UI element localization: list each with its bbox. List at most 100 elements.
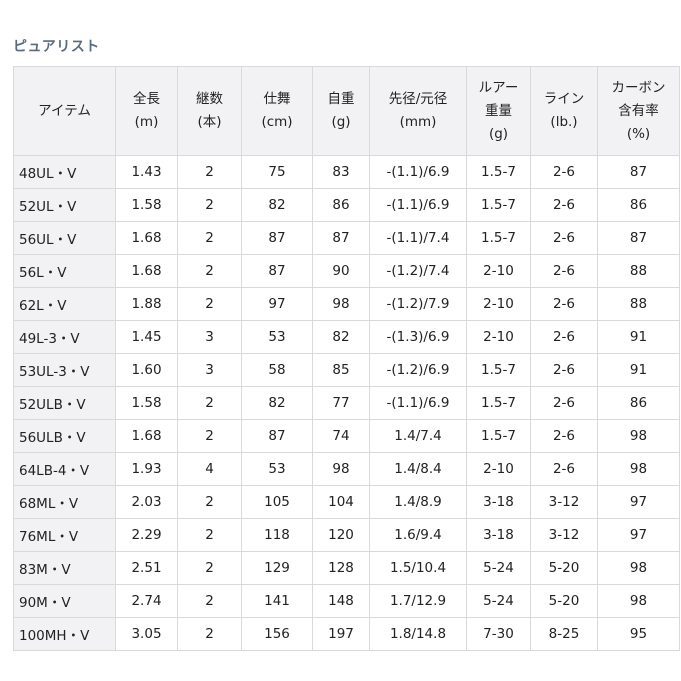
- cell-lure-weight: 1.5-7: [466, 386, 531, 420]
- header-line: (cm): [261, 114, 293, 130]
- cell-sections: 2: [177, 188, 242, 222]
- cell-closed-length: 53: [241, 452, 313, 486]
- cell-closed-length: 75: [241, 155, 313, 189]
- cell-carbon-content: 86: [597, 386, 680, 420]
- header-line: (mm): [399, 114, 437, 130]
- cell-length: 1.45: [115, 320, 178, 354]
- cell-tip-butt-diameter: -(1.1)/7.4: [369, 221, 467, 255]
- cell-lure-weight: 1.5-7: [466, 221, 531, 255]
- cell-item: 53UL-3・V: [13, 353, 116, 387]
- cell-line: 5-20: [530, 584, 598, 618]
- table-row: 56ULB・V 1.68 2 87 74 1.4/7.4 1.5-7 2-6 98: [13, 419, 680, 453]
- cell-length: 1.58: [115, 188, 178, 222]
- cell-lure-weight: 1.5-7: [466, 155, 531, 189]
- cell-tip-butt-diameter: -(1.1)/6.9: [369, 386, 467, 420]
- cell-weight: 83: [312, 155, 370, 189]
- cell-item: 52UL・V: [13, 188, 116, 222]
- cell-weight: 197: [312, 617, 370, 651]
- table-row: 56UL・V 1.68 2 87 87 -(1.1)/7.4 1.5-7 2-6 87: [13, 221, 680, 255]
- cell-sections: 2: [177, 584, 242, 618]
- cell-item: 56L・V: [13, 254, 116, 288]
- cell-closed-length: 87: [241, 254, 313, 288]
- header-line: (g): [488, 125, 509, 142]
- cell-item: 76ML・V: [13, 518, 116, 552]
- cell-lure-weight: 1.5-7: [466, 353, 531, 387]
- header-carbon-content: カーボン 含有率 (%): [597, 66, 680, 156]
- table-row: 52UL・V 1.58 2 82 86 -(1.1)/6.9 1.5-7 2-6 86: [13, 188, 680, 222]
- cell-line: 2-6: [530, 221, 598, 255]
- cell-closed-length: 156: [241, 617, 313, 651]
- cell-line: 2-6: [530, 254, 598, 288]
- header-line: (本): [197, 114, 222, 130]
- cell-line: 2-6: [530, 353, 598, 387]
- cell-sections: 2: [177, 221, 242, 255]
- cell-lure-weight: 3-18: [466, 485, 531, 519]
- cell-item: 83M・V: [13, 551, 116, 585]
- cell-closed-length: 87: [241, 419, 313, 453]
- cell-sections: 3: [177, 320, 242, 354]
- table-row: 100MH・V 3.05 2 156 197 1.8/14.8 7-30 8-25 95: [13, 617, 680, 651]
- section-title: ピュアリスト: [13, 39, 100, 55]
- cell-carbon-content: 98: [597, 419, 680, 453]
- cell-tip-butt-diameter: -(1.3)/6.9: [369, 320, 467, 354]
- header-line: ライン: [543, 91, 585, 107]
- cell-line: 2-6: [530, 287, 598, 321]
- cell-tip-butt-diameter: 1.5/10.4: [369, 551, 467, 585]
- cell-carbon-content: 98: [597, 584, 680, 618]
- table-row: 68ML・V 2.03 2 105 104 1.4/8.9 3-18 3-12 97: [13, 485, 680, 519]
- cell-closed-length: 141: [241, 584, 313, 618]
- cell-sections: 4: [177, 452, 242, 486]
- cell-weight: 85: [312, 353, 370, 387]
- cell-lure-weight: 2-10: [466, 320, 531, 354]
- cell-closed-length: 105: [241, 485, 313, 519]
- cell-item: 100MH・V: [13, 617, 116, 651]
- cell-length: 1.88: [115, 287, 178, 321]
- header-tip-butt-diameter: 先径/元径 (mm): [369, 66, 467, 156]
- header-length: 全長 (m): [115, 66, 178, 156]
- cell-weight: 120: [312, 518, 370, 552]
- cell-sections: 2: [177, 419, 242, 453]
- header-line: 全長: [133, 91, 160, 107]
- header-item: アイテム: [13, 66, 116, 156]
- cell-carbon-content: 97: [597, 485, 680, 519]
- cell-tip-butt-diameter: 1.7/12.9: [369, 584, 467, 618]
- cell-sections: 2: [177, 551, 242, 585]
- table-row: 52ULB・V 1.58 2 82 77 -(1.1)/6.9 1.5-7 2-6 86: [13, 386, 680, 420]
- cell-length: 1.60: [115, 353, 178, 387]
- cell-carbon-content: 97: [597, 518, 680, 552]
- cell-length: 1.93: [115, 452, 178, 486]
- cell-length: 2.51: [115, 551, 178, 585]
- cell-carbon-content: 88: [597, 254, 680, 288]
- cell-closed-length: 118: [241, 518, 313, 552]
- table-row: 76ML・V 2.29 2 118 120 1.6/9.4 3-18 3-12 97: [13, 518, 680, 552]
- cell-carbon-content: 98: [597, 551, 680, 585]
- cell-item: 68ML・V: [13, 485, 116, 519]
- table-row: 53UL-3・V 1.60 3 58 85 -(1.2)/6.9 1.5-7 2-6 91: [13, 353, 680, 387]
- header-line: 重量: [485, 102, 512, 119]
- cell-closed-length: 129: [241, 551, 313, 585]
- cell-tip-butt-diameter: -(1.2)/7.9: [369, 287, 467, 321]
- cell-carbon-content: 87: [597, 155, 680, 189]
- cell-closed-length: 97: [241, 287, 313, 321]
- cell-line: 3-12: [530, 518, 598, 552]
- cell-lure-weight: 1.5-7: [466, 419, 531, 453]
- cell-item: 64LB-4・V: [13, 452, 116, 486]
- header-line: ルアー: [478, 79, 519, 96]
- cell-carbon-content: 95: [597, 617, 680, 651]
- cell-length: 3.05: [115, 617, 178, 651]
- cell-line: 2-6: [530, 386, 598, 420]
- cell-item: 56ULB・V: [13, 419, 116, 453]
- cell-sections: 2: [177, 155, 242, 189]
- header-line: ライン (lb.): [530, 66, 598, 156]
- header-line: 自重: [327, 91, 355, 107]
- cell-item: 48UL・V: [13, 155, 116, 189]
- cell-weight: 128: [312, 551, 370, 585]
- cell-lure-weight: 5-24: [466, 584, 531, 618]
- cell-lure-weight: 2-10: [466, 287, 531, 321]
- header-line: 先径/元径: [388, 91, 448, 107]
- cell-sections: 2: [177, 287, 242, 321]
- spec-table: アイテム 全長 (m) 継数 (本) 仕舞 (cm) 自重 (g) 先径/元径 (mm) ルアー 重量 (…: [13, 66, 680, 651]
- table-row: 62L・V 1.88 2 97 98 -(1.2)/7.9 2-10 2-6 88: [13, 287, 680, 321]
- header-line: 仕舞: [263, 91, 291, 107]
- cell-line: 2-6: [530, 155, 598, 189]
